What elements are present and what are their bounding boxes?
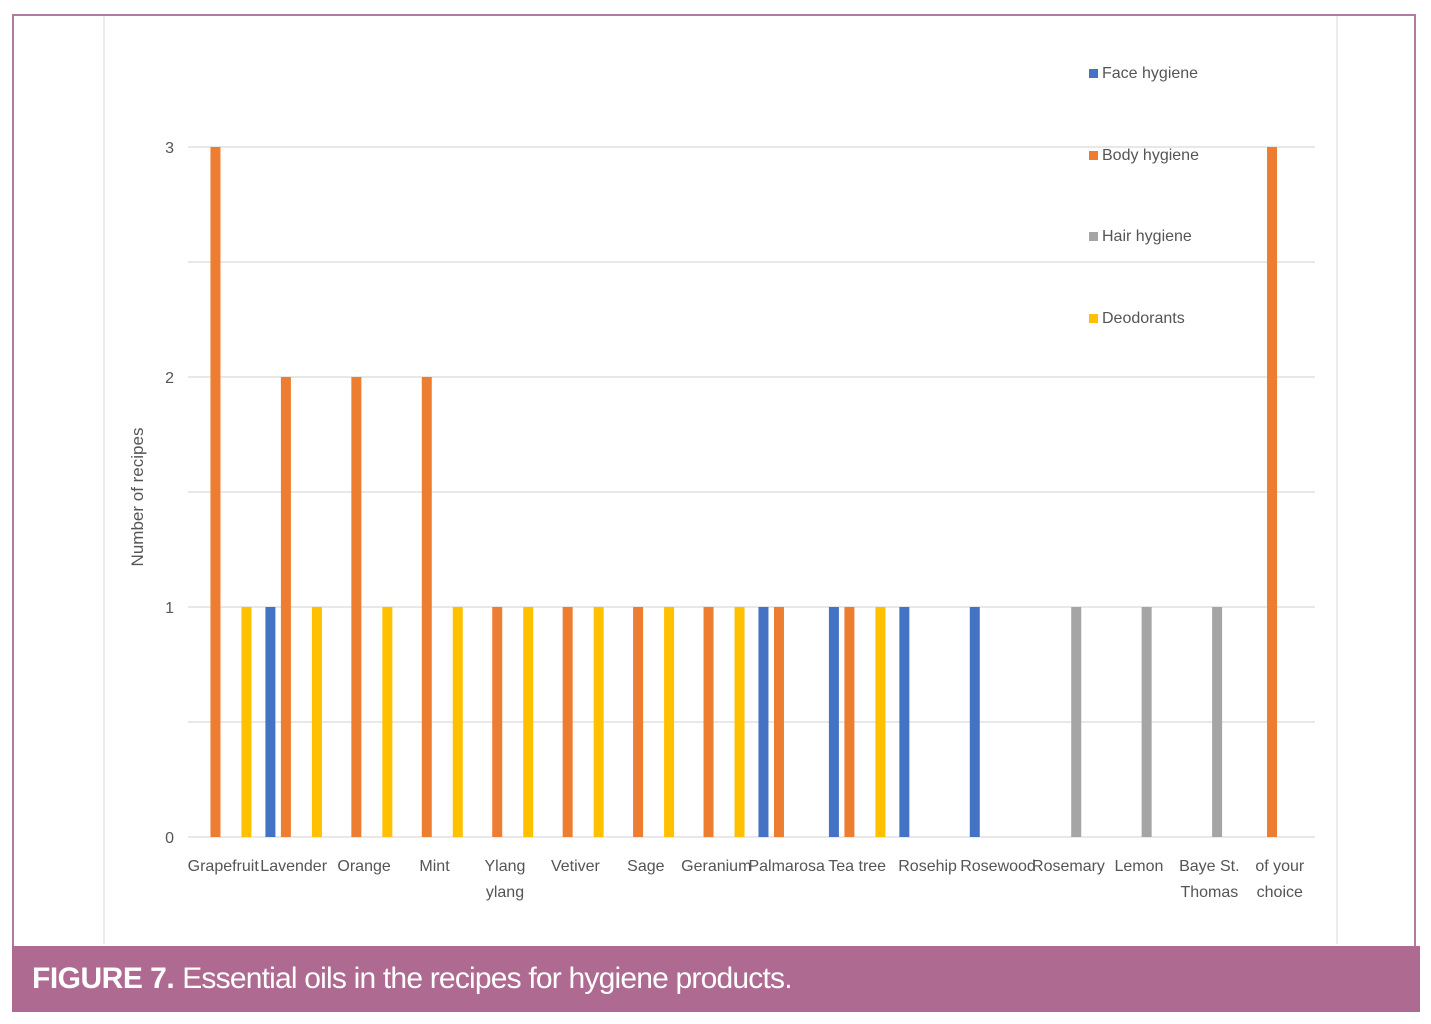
legend-label: Face hygiene (1102, 65, 1198, 82)
figure-caption: FIGURE 7. Essential oils in the recipes … (12, 946, 1420, 1012)
bar-face-hygiene (758, 607, 769, 837)
x-tick-label: Orange (337, 858, 390, 875)
x-tick-label: Vetiver (551, 858, 601, 875)
bar-body-hygiene (773, 607, 784, 837)
bar-chart: 0 1 2 3 Number of recipes Grapefruit Lavender O… (103, 16, 1338, 944)
caption-label: FIGURE 7. (32, 962, 175, 995)
x-tick-label: Ylang ylang (485, 858, 526, 901)
x-tick-label: Lavender (260, 858, 327, 875)
bar-hair-hygiene (1212, 607, 1223, 837)
bar-body-hygiene (703, 607, 714, 837)
x-tick-label: Geranium (681, 858, 751, 875)
y-tick-label: 2 (165, 370, 174, 387)
x-tick-label: Baye St. Thomas (1179, 858, 1239, 901)
x-tick-label: Rosehip (898, 858, 957, 875)
y-tick-label: 0 (165, 830, 174, 847)
bar-deodorants (311, 607, 322, 837)
bar-deodorants (241, 607, 252, 837)
legend-swatch (1089, 151, 1098, 160)
legend-label: Hair hygiene (1102, 228, 1192, 245)
bar-deodorants (523, 607, 534, 837)
bar-face-hygiene (899, 607, 910, 837)
x-tick-label: Rosemary (1032, 858, 1105, 875)
legend-swatch (1089, 232, 1098, 241)
x-tick-label: Rosewood (960, 858, 1036, 875)
bar-body-hygiene (210, 147, 221, 837)
y-tick-label: 1 (165, 600, 174, 617)
y-axis-label: Number of recipes (128, 428, 147, 567)
bar-deodorants (593, 607, 604, 837)
legend-label: Deodorants (1102, 310, 1185, 327)
caption-text: Essential oils in the recipes for hygien… (182, 962, 792, 995)
legend-swatch (1089, 69, 1098, 78)
x-tick-label: Mint (419, 858, 450, 875)
bar-face-hygiene (265, 607, 276, 837)
x-tick-label: Sage (627, 858, 664, 875)
bar-face-hygiene (828, 607, 839, 837)
bar-body-hygiene (562, 607, 573, 837)
bar-body-hygiene (421, 377, 432, 837)
bar-face-hygiene (969, 607, 980, 837)
bar-body-hygiene (492, 607, 503, 837)
legend-label: Body hygiene (1102, 147, 1199, 164)
bar-deodorants (734, 607, 745, 837)
y-tick-label: 3 (165, 140, 174, 157)
bar-deodorants (875, 607, 886, 837)
bar-hair-hygiene (1141, 607, 1152, 837)
bar-deodorants (452, 607, 463, 837)
bar-body-hygiene (1267, 147, 1278, 837)
bar-deodorants (382, 607, 393, 837)
bar-hair-hygiene (1071, 607, 1082, 837)
legend-swatch (1089, 314, 1098, 323)
x-tick-label: of your choice (1255, 858, 1305, 901)
bar-body-hygiene (844, 607, 855, 837)
bar-body-hygiene (280, 377, 291, 837)
x-tick-label: Lemon (1114, 858, 1163, 875)
x-tick-label: Grapefruit (188, 858, 260, 875)
x-tick-label: Tea tree (828, 858, 886, 875)
bar-body-hygiene (351, 377, 362, 837)
x-tick-label: Palmarosa (748, 858, 825, 875)
bar-body-hygiene (633, 607, 644, 837)
bar-deodorants (664, 607, 675, 837)
